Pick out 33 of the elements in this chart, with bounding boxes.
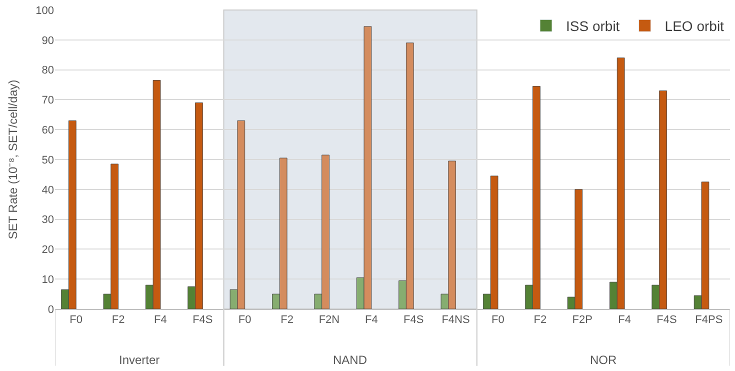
y-tick-label: 70 <box>42 94 54 107</box>
y-tick-label: 40 <box>42 184 54 196</box>
x-tick-label: F4 <box>364 314 378 326</box>
x-tick-label: F2P <box>572 314 592 326</box>
y-tick-label: 10 <box>42 274 54 286</box>
x-tick-label: F4 <box>618 314 631 326</box>
x-tick-label: F0 <box>70 314 83 326</box>
x-tick-label: F4 <box>154 314 167 326</box>
y-tick-label: 50 <box>42 154 54 166</box>
x-tick-label: F2 <box>534 314 547 326</box>
legend-label: ISS orbit <box>566 18 620 34</box>
y-tick-label: 90 <box>42 34 54 47</box>
y-tick-label: 60 <box>42 124 54 136</box>
y-tick-label: 80 <box>42 64 54 77</box>
x-tick-label: F4S <box>403 314 424 326</box>
x-tick-label: F2 <box>280 314 294 326</box>
x-tick-label: F4S <box>192 314 213 326</box>
legend-label: LEO orbit <box>664 18 724 34</box>
y-tick-label: 0 <box>48 304 54 316</box>
x-tick-label: F4NS <box>442 314 470 326</box>
text: NAND <box>333 353 368 367</box>
text: Inverter <box>119 353 160 367</box>
x-tick-label: F0 <box>238 314 252 326</box>
y-axis-title: SET Rate (10⁻⁸, SET/cell/day) <box>6 80 20 240</box>
text: NOR <box>590 353 617 367</box>
x-tick-label: F4S <box>656 314 677 326</box>
y-tick-label: 100 <box>36 4 54 17</box>
y-tick-label: 20 <box>42 244 54 256</box>
x-tick-label: F4PS <box>695 314 723 326</box>
x-tick-label: F0 <box>492 314 504 326</box>
x-tick-label: F2 <box>112 314 125 326</box>
y-tick-label: 30 <box>42 214 54 226</box>
x-tick-label: F2N <box>318 314 340 326</box>
